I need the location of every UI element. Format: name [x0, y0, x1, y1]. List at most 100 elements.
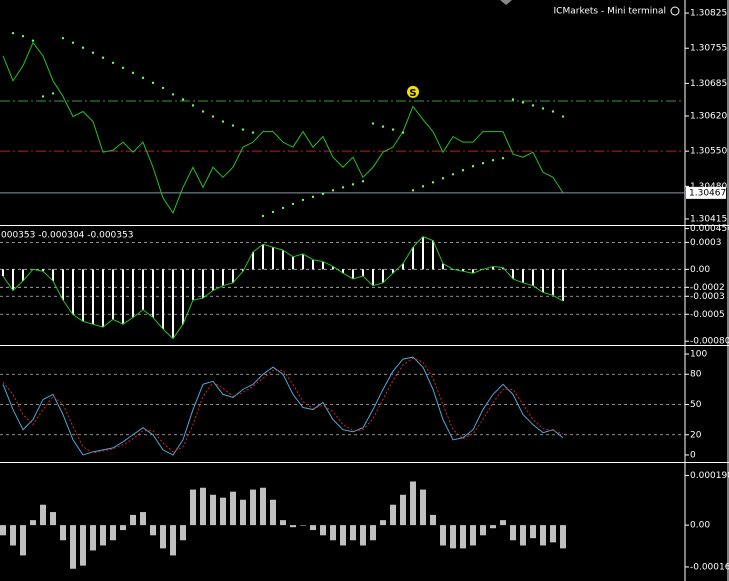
y-tick-label: 1.30825 [690, 9, 727, 19]
bar [460, 525, 466, 549]
price-tag [686, 186, 726, 199]
bar [290, 525, 296, 528]
bar [470, 525, 476, 546]
bar [312, 259, 314, 270]
sar-dot [131, 71, 135, 75]
price-tag-label: 1.30467 [689, 188, 726, 198]
sar-dot [341, 186, 345, 189]
sar-dot [221, 120, 225, 123]
bar [362, 269, 364, 277]
bar [162, 269, 164, 329]
bar [90, 525, 96, 551]
sar-dot [101, 56, 105, 59]
bar [280, 520, 286, 526]
bar [530, 525, 536, 539]
sar-dot [251, 131, 255, 134]
y-tick-label: 1.30755 [690, 44, 727, 54]
bar [500, 520, 506, 526]
bar [512, 269, 514, 279]
bar [150, 525, 156, 536]
bar [120, 525, 126, 531]
sar-dot [471, 165, 475, 168]
bar [350, 525, 356, 541]
bar [562, 269, 564, 302]
bar [132, 269, 134, 318]
bar [440, 525, 446, 546]
sar-dot [51, 92, 55, 95]
sar-dot [481, 162, 485, 165]
bar [522, 269, 524, 283]
bar [352, 269, 354, 279]
bar [480, 525, 486, 536]
bar [402, 263, 404, 270]
bar [270, 499, 276, 526]
bar [50, 512, 56, 526]
bar [392, 269, 394, 274]
bar [552, 269, 554, 296]
bar [410, 481, 416, 526]
bar [340, 525, 346, 546]
sar-dot [241, 128, 245, 131]
sar-dot [161, 86, 165, 90]
y-tick-label: 20 [690, 430, 702, 440]
bar [520, 525, 526, 546]
bar [302, 253, 304, 270]
sar-dot [301, 198, 305, 202]
bar [80, 525, 86, 566]
bar [82, 269, 84, 322]
bar [0, 525, 6, 536]
y-tick-label: -0.0003 [690, 292, 725, 302]
y-tick-label: 80 [690, 370, 702, 380]
bar [190, 489, 196, 526]
bar [432, 240, 434, 270]
bar [412, 247, 414, 270]
sar-dot [441, 177, 445, 180]
bar [30, 520, 36, 526]
sar-dot [191, 104, 195, 107]
sar-dot [181, 98, 185, 101]
bar [510, 525, 516, 541]
sar-dot [111, 61, 115, 64]
bar [430, 514, 436, 526]
bar [182, 269, 184, 325]
sar-dot [461, 169, 465, 172]
y-tick-label: 0.00 [690, 521, 710, 531]
sar-dot [271, 210, 275, 214]
bar [70, 525, 76, 569]
sar-dot [281, 206, 285, 210]
bar [140, 512, 146, 526]
bar [272, 247, 274, 270]
bar [52, 269, 54, 281]
sar-dot [531, 104, 535, 107]
sar-dot [21, 34, 25, 38]
sar-dot [491, 159, 495, 162]
sar-dot [321, 192, 325, 196]
bar [250, 489, 256, 526]
bar [20, 525, 26, 556]
bar [540, 525, 546, 546]
bar [450, 525, 456, 549]
sar-dot [401, 131, 405, 134]
sar-dot [381, 125, 385, 128]
sar-dot [201, 110, 205, 113]
sar-dot [171, 93, 175, 96]
sar-dot [501, 157, 505, 160]
bar [550, 525, 556, 543]
bar [370, 525, 376, 541]
sar-dot [231, 124, 235, 127]
sar-dot [311, 195, 315, 199]
sar-dot [551, 110, 555, 113]
y-tick-label: 0.000454 [690, 224, 729, 234]
bar [220, 497, 226, 526]
sar-dot [31, 39, 35, 42]
bar [232, 269, 234, 283]
y-tick-label: 50 [690, 400, 702, 410]
bar [110, 525, 116, 541]
y-tick-label: -0.00080 [690, 337, 729, 347]
bar [142, 269, 144, 310]
bar [210, 494, 216, 526]
bar [10, 525, 16, 546]
terminal-title: ICMarkets - Mini terminal [554, 7, 666, 17]
